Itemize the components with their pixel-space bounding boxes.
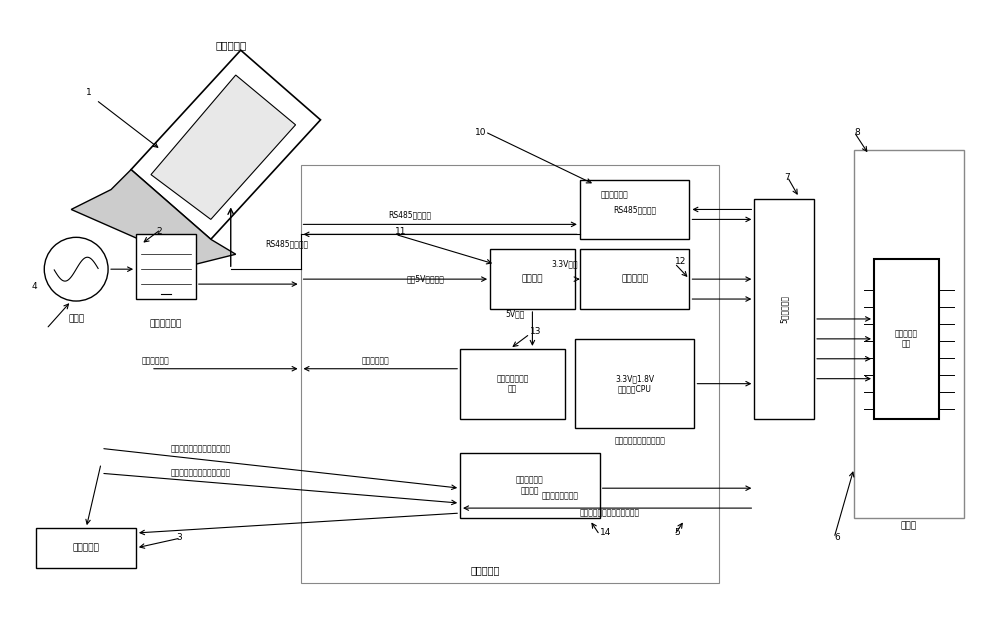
Text: 上位计算机: 上位计算机 xyxy=(215,40,246,50)
Text: 3: 3 xyxy=(176,533,182,542)
Text: 3.3V供电: 3.3V供电 xyxy=(552,260,578,269)
Text: 14: 14 xyxy=(600,528,611,537)
Text: 10: 10 xyxy=(475,128,487,137)
Text: 监测控制板: 监测控制板 xyxy=(470,565,500,575)
Text: 2: 2 xyxy=(156,227,162,236)
Bar xyxy=(575,339,694,428)
Text: RS485电平信号: RS485电平信号 xyxy=(266,240,309,249)
Text: 外部5V直流供电: 外部5V直流供电 xyxy=(406,275,444,284)
Text: 7: 7 xyxy=(784,173,790,181)
Text: 5米数据排线: 5米数据排线 xyxy=(780,295,789,323)
Text: 串口数据信号: 串口数据信号 xyxy=(601,190,629,199)
Text: 5V供电: 5V供电 xyxy=(505,310,525,319)
Text: RS485电平信号: RS485电平信号 xyxy=(389,210,432,219)
Text: 状态指示板: 状态指示板 xyxy=(73,543,100,552)
Text: 被测空间处理器状态指示信号: 被测空间处理器状态指示信号 xyxy=(171,469,231,478)
Text: 电流监控信号: 电流监控信号 xyxy=(361,357,389,365)
Text: 1: 1 xyxy=(86,88,92,97)
Bar xyxy=(136,235,196,299)
Text: 被测空间处
理器: 被测空间处 理器 xyxy=(895,329,918,348)
Text: 6: 6 xyxy=(834,533,840,542)
Text: 电路板: 电路板 xyxy=(901,521,917,530)
Text: 被测空间处理器复位输入信号: 被测空间处理器复位输入信号 xyxy=(171,444,231,453)
Text: 被测空间处理器工作电流: 被测空间处理器工作电流 xyxy=(614,436,665,445)
Text: 8: 8 xyxy=(854,128,860,137)
Bar xyxy=(754,199,814,418)
Text: 示波器: 示波器 xyxy=(68,314,84,324)
Text: 电流监控信号: 电流监控信号 xyxy=(142,357,170,365)
Text: 5: 5 xyxy=(675,528,680,537)
Text: 3.3V及1.8V
供电检测CPU: 3.3V及1.8V 供电检测CPU xyxy=(615,374,654,393)
Bar xyxy=(854,150,964,518)
Text: 被测空间处理器状态指示信号: 被测空间处理器状态指示信号 xyxy=(580,509,640,517)
Text: 复位输入信号
整形模块: 复位输入信号 整形模块 xyxy=(516,475,544,495)
Bar xyxy=(460,349,565,418)
Polygon shape xyxy=(71,170,236,264)
Text: RS485电平模块: RS485电平模块 xyxy=(613,205,656,214)
Bar xyxy=(580,180,689,240)
Bar xyxy=(301,165,719,582)
Text: 外部供电电源: 外部供电电源 xyxy=(150,319,182,329)
Text: 13: 13 xyxy=(530,327,541,336)
Text: 存储器模块: 存储器模块 xyxy=(621,275,648,284)
Text: 4: 4 xyxy=(31,282,37,291)
Text: 12: 12 xyxy=(675,258,686,266)
Bar xyxy=(580,249,689,309)
Text: 整形后的复位信号: 整形后的复位信号 xyxy=(541,491,578,501)
Bar xyxy=(36,528,136,568)
Text: 处理器电流监控
模块: 处理器电流监控 模块 xyxy=(496,374,529,393)
Bar xyxy=(490,249,575,309)
Bar xyxy=(460,453,600,518)
Text: 供电模块: 供电模块 xyxy=(522,275,543,284)
Text: 11: 11 xyxy=(395,227,407,236)
Bar xyxy=(874,259,939,418)
Polygon shape xyxy=(151,75,296,219)
